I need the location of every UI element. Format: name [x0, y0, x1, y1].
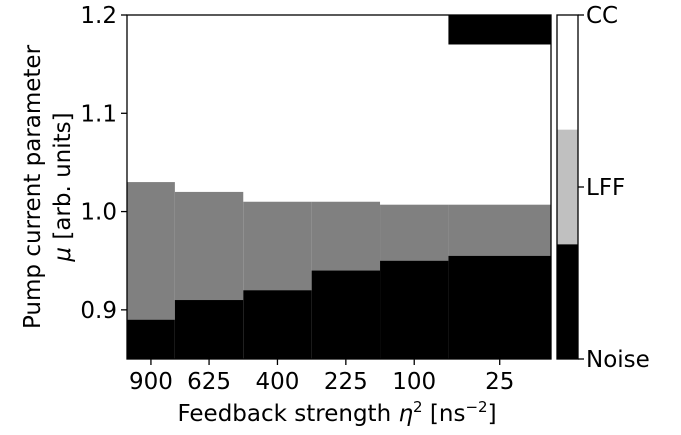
noise-region-column: [243, 290, 312, 359]
x-tick-label: 625: [187, 369, 231, 395]
y-tick-label: 1.1: [80, 101, 117, 127]
x-axis-ticks: 900 625 400 225 100 25: [129, 359, 514, 395]
svg-text:μ [arb. units]: μ [arb. units]: [50, 112, 76, 262]
y-tick-label: 1.2: [80, 3, 117, 29]
colorbar-tick-label: LFF: [586, 175, 625, 201]
colorbar: [557, 15, 578, 359]
colorbar-ticks: CC LFF Noise: [578, 3, 650, 373]
noise-region-column: [127, 319, 175, 359]
plot-frame: [126, 14, 552, 360]
lff-region-column: [380, 204, 449, 261]
lff-region-column: [448, 204, 551, 256]
colorbar-tick-label: Noise: [586, 347, 650, 373]
plot-area: [127, 15, 551, 359]
lff-region-column: [243, 201, 312, 291]
x-tick-label: 225: [324, 369, 368, 395]
colorbar-noise: [557, 244, 578, 359]
svg-text:Pump current parameter: Pump current parameter: [20, 44, 46, 329]
y-axis-label-line2: μ [arb. units]: [50, 112, 76, 262]
lff-region-column: [311, 201, 381, 271]
noise-region-column: [174, 300, 244, 359]
colorbar-lff: [557, 129, 578, 245]
noise-region-top: [448, 15, 551, 45]
x-axis-label: Feedback strength η2 [ns−2]: [177, 398, 496, 427]
x-tick-label: 400: [255, 369, 299, 395]
noise-region-column: [448, 255, 551, 359]
x-tick-label: 100: [392, 369, 436, 395]
x-tick-label: 900: [129, 369, 173, 395]
colorbar-cc: [557, 15, 578, 130]
lff-region-column: [174, 191, 244, 301]
y-tick-label: 1.0: [80, 200, 117, 226]
noise-region-column: [380, 260, 449, 359]
colorbar-tick-label: CC: [586, 3, 618, 29]
lff-region-column: [127, 182, 175, 320]
y-axis-label-line1: Pump current parameter: [20, 44, 46, 329]
y-tick-label: 0.9: [80, 298, 117, 324]
noise-region-column: [311, 270, 381, 359]
y-axis-ticks: 0.9 1.0 1.1 1.2: [80, 3, 127, 324]
x-tick-label: 25: [485, 369, 514, 395]
